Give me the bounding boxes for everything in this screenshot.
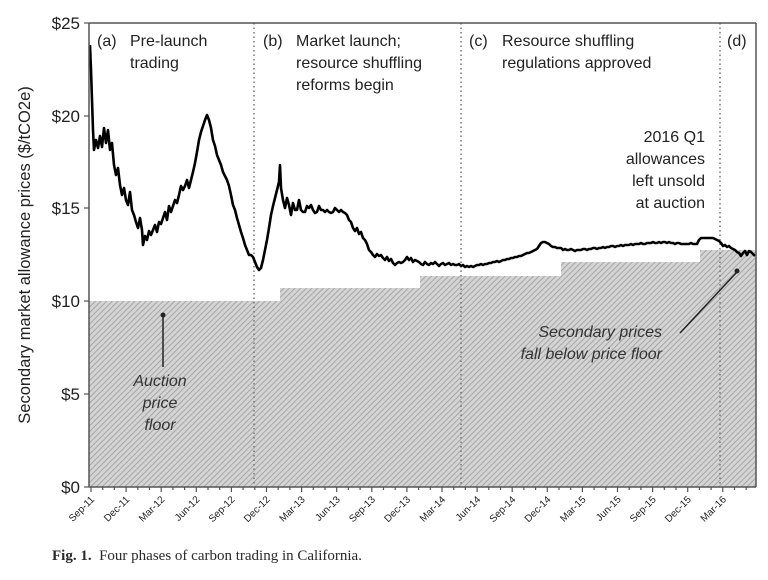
x-tick-label: Sep-12	[207, 494, 238, 525]
x-tick-label: Mar-12	[137, 494, 167, 524]
svg-text:$0: $0	[61, 478, 80, 497]
svg-text:at auction: at auction	[636, 195, 705, 212]
svg-text:trading: trading	[130, 55, 179, 72]
svg-text:allowances: allowances	[626, 151, 705, 168]
svg-text:Resource shuffling: Resource shuffling	[502, 33, 634, 50]
below-floor-annotation: Secondary prices fall below price floor	[521, 324, 663, 363]
x-tick-label: Jun-13	[313, 494, 343, 524]
svg-text:regulations approved: regulations approved	[502, 55, 651, 72]
y-axis-title: Secondary market allowance prices ($/tCO…	[16, 86, 34, 423]
phase-label-b: (b) Market launch; resource shuffling re…	[263, 33, 422, 94]
svg-text:$5: $5	[61, 385, 80, 404]
x-tick-label: Mar-13	[278, 494, 308, 524]
svg-text:Auction: Auction	[132, 373, 186, 390]
svg-text:floor: floor	[144, 417, 176, 434]
x-tick-label: Sep-14	[488, 494, 519, 525]
x-tick-label: Jun-15	[594, 494, 624, 524]
y-axis-labels: $0 $5 $10 $15 $20 $25	[52, 14, 80, 497]
svg-text:$10: $10	[52, 292, 80, 311]
floor-arrow-head	[160, 312, 166, 318]
svg-text:price: price	[142, 395, 178, 412]
x-tick-label: Sep-11	[67, 494, 97, 524]
x-tick-label: Jun-12	[173, 494, 203, 524]
svg-text:$25: $25	[52, 14, 80, 33]
x-tick-label: Dec-14	[523, 494, 554, 525]
svg-text:Secondary prices: Secondary prices	[538, 324, 662, 341]
x-tick-label: Sep-13	[347, 494, 378, 525]
svg-text:(d): (d)	[727, 33, 747, 50]
price-floor-area	[89, 250, 756, 487]
caption-label: Fig. 1.	[52, 548, 92, 564]
phase-label-c: (c) Resource shuffling regulations appro…	[469, 33, 651, 72]
x-tick-label: Sep-15	[628, 494, 659, 525]
svg-text:(b): (b)	[263, 33, 283, 50]
x-tick-label: Dec-12	[242, 494, 273, 525]
svg-text:$15: $15	[52, 199, 80, 218]
svg-text:(c): (c)	[469, 33, 488, 50]
svg-text:Market launch;: Market launch;	[296, 33, 401, 50]
svg-text:$20: $20	[52, 107, 80, 126]
svg-text:2016 Q1: 2016 Q1	[644, 129, 705, 146]
svg-text:reforms begin: reforms begin	[296, 77, 394, 94]
phase-label-a: (a) Pre-launch trading	[97, 33, 207, 72]
price-line	[88, 44, 756, 272]
x-tick-label: Mar-14	[418, 494, 448, 524]
svg-text:fall below price floor: fall below price floor	[521, 346, 663, 363]
x-tick-label: Dec-13	[382, 494, 413, 525]
x-tick-label: Dec-15	[663, 494, 694, 525]
svg-text:left unsold: left unsold	[632, 173, 705, 190]
svg-text:resource shuffling: resource shuffling	[296, 55, 422, 72]
x-tick-label: Mar-16	[699, 494, 729, 524]
below-floor-arrow-head	[734, 268, 740, 274]
below-floor-arrow	[679, 271, 738, 334]
x-axis-labels: Sep-11 Dec-11 Mar-12 Jun-12 Sep-12 Dec-12 Mar-…	[67, 494, 729, 525]
svg-text:(a): (a)	[97, 33, 117, 50]
x-tick-label: Mar-15	[558, 494, 588, 524]
caption-text: Four phases of carbon trading in Califor…	[99, 548, 362, 564]
phase-label-d: (d)	[727, 33, 747, 50]
x-axis-ticks	[90, 487, 747, 492]
figure-caption: Fig. 1. Four phases of carbon trading in…	[52, 548, 362, 565]
x-tick-label: Jun-14	[454, 494, 484, 524]
unsold-annotation: 2016 Q1 allowances left unsold at auctio…	[626, 129, 705, 212]
y-axis-ticks	[84, 22, 89, 488]
svg-text:Pre-launch: Pre-launch	[130, 33, 207, 50]
x-tick-label: Dec-11	[102, 494, 132, 524]
floor-annotation: Auction price floor	[132, 373, 186, 434]
